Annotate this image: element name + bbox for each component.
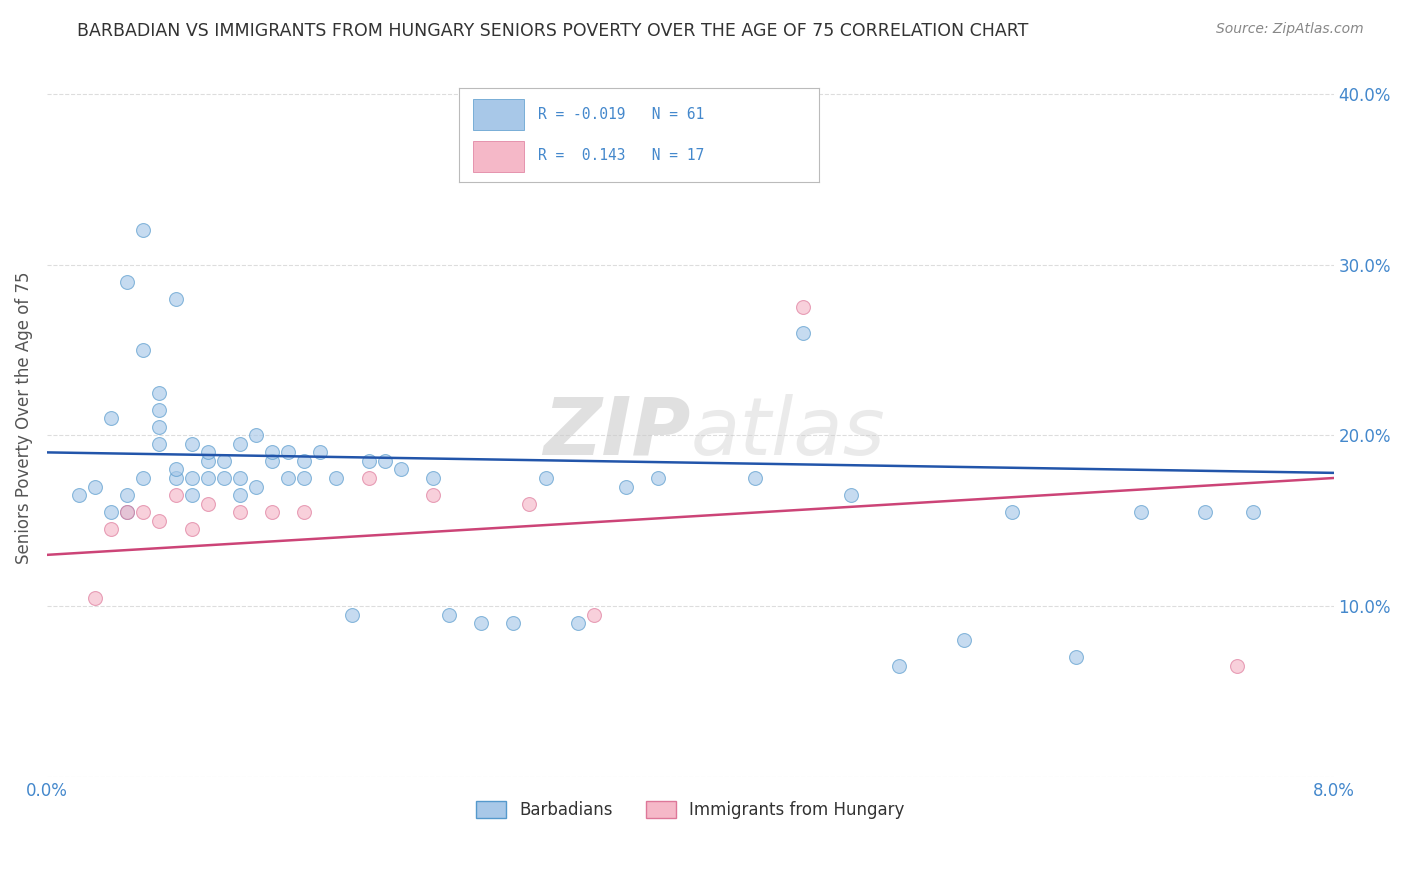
Point bbox=[132, 505, 155, 519]
Point bbox=[582, 607, 605, 622]
Point bbox=[792, 300, 814, 314]
Point bbox=[180, 488, 202, 502]
Point bbox=[229, 471, 252, 485]
Point bbox=[839, 488, 862, 502]
Point bbox=[1129, 505, 1152, 519]
Point bbox=[277, 445, 299, 459]
Point bbox=[100, 505, 122, 519]
Point bbox=[148, 419, 170, 434]
Point bbox=[100, 522, 122, 536]
Point bbox=[389, 462, 412, 476]
Point bbox=[132, 343, 155, 357]
Text: ZIP: ZIP bbox=[543, 393, 690, 472]
Point bbox=[84, 591, 107, 605]
Point bbox=[100, 411, 122, 425]
Point bbox=[180, 437, 202, 451]
Point bbox=[647, 471, 669, 485]
Point bbox=[165, 488, 187, 502]
Point bbox=[132, 223, 155, 237]
Point bbox=[165, 462, 187, 476]
Point bbox=[148, 385, 170, 400]
Point bbox=[212, 454, 235, 468]
Point bbox=[180, 522, 202, 536]
Point bbox=[277, 471, 299, 485]
Point bbox=[212, 471, 235, 485]
Point bbox=[292, 505, 315, 519]
Point bbox=[422, 488, 444, 502]
Point bbox=[117, 488, 139, 502]
Point bbox=[117, 505, 139, 519]
Point bbox=[67, 488, 90, 502]
Point bbox=[117, 275, 139, 289]
Point bbox=[309, 445, 332, 459]
Point bbox=[519, 497, 541, 511]
Y-axis label: Seniors Poverty Over the Age of 75: Seniors Poverty Over the Age of 75 bbox=[15, 272, 32, 565]
Point bbox=[744, 471, 766, 485]
Point bbox=[889, 658, 911, 673]
Point bbox=[695, 120, 717, 135]
Point bbox=[262, 505, 284, 519]
Point bbox=[165, 471, 187, 485]
Point bbox=[1226, 658, 1249, 673]
Point bbox=[197, 454, 219, 468]
Point bbox=[229, 488, 252, 502]
Point bbox=[245, 479, 267, 493]
Point bbox=[470, 616, 492, 631]
Point bbox=[84, 479, 107, 493]
Point bbox=[342, 607, 364, 622]
Text: BARBADIAN VS IMMIGRANTS FROM HUNGARY SENIORS POVERTY OVER THE AGE OF 75 CORRELAT: BARBADIAN VS IMMIGRANTS FROM HUNGARY SEN… bbox=[77, 22, 1029, 40]
Point bbox=[180, 471, 202, 485]
Point bbox=[1001, 505, 1024, 519]
Point bbox=[437, 607, 460, 622]
Text: Source: ZipAtlas.com: Source: ZipAtlas.com bbox=[1216, 22, 1364, 37]
Point bbox=[148, 402, 170, 417]
Point bbox=[1064, 650, 1087, 665]
Legend: Barbadians, Immigrants from Hungary: Barbadians, Immigrants from Hungary bbox=[470, 795, 911, 826]
Point bbox=[117, 505, 139, 519]
Point bbox=[292, 471, 315, 485]
Point bbox=[148, 437, 170, 451]
Point bbox=[374, 454, 396, 468]
Point bbox=[357, 471, 380, 485]
Point bbox=[952, 633, 974, 648]
Point bbox=[792, 326, 814, 340]
Point bbox=[262, 454, 284, 468]
Point bbox=[132, 471, 155, 485]
Point bbox=[534, 471, 557, 485]
Point bbox=[1194, 505, 1216, 519]
Point bbox=[357, 454, 380, 468]
Text: atlas: atlas bbox=[690, 393, 884, 472]
Point bbox=[325, 471, 347, 485]
Point bbox=[1241, 505, 1264, 519]
Point bbox=[422, 471, 444, 485]
Point bbox=[614, 479, 637, 493]
Point bbox=[567, 616, 589, 631]
Point bbox=[229, 505, 252, 519]
Point bbox=[262, 445, 284, 459]
Point bbox=[197, 471, 219, 485]
Point bbox=[502, 616, 524, 631]
Point bbox=[197, 497, 219, 511]
Point bbox=[148, 514, 170, 528]
Point bbox=[292, 454, 315, 468]
Point bbox=[229, 437, 252, 451]
Point bbox=[165, 292, 187, 306]
Point bbox=[197, 445, 219, 459]
Point bbox=[245, 428, 267, 442]
